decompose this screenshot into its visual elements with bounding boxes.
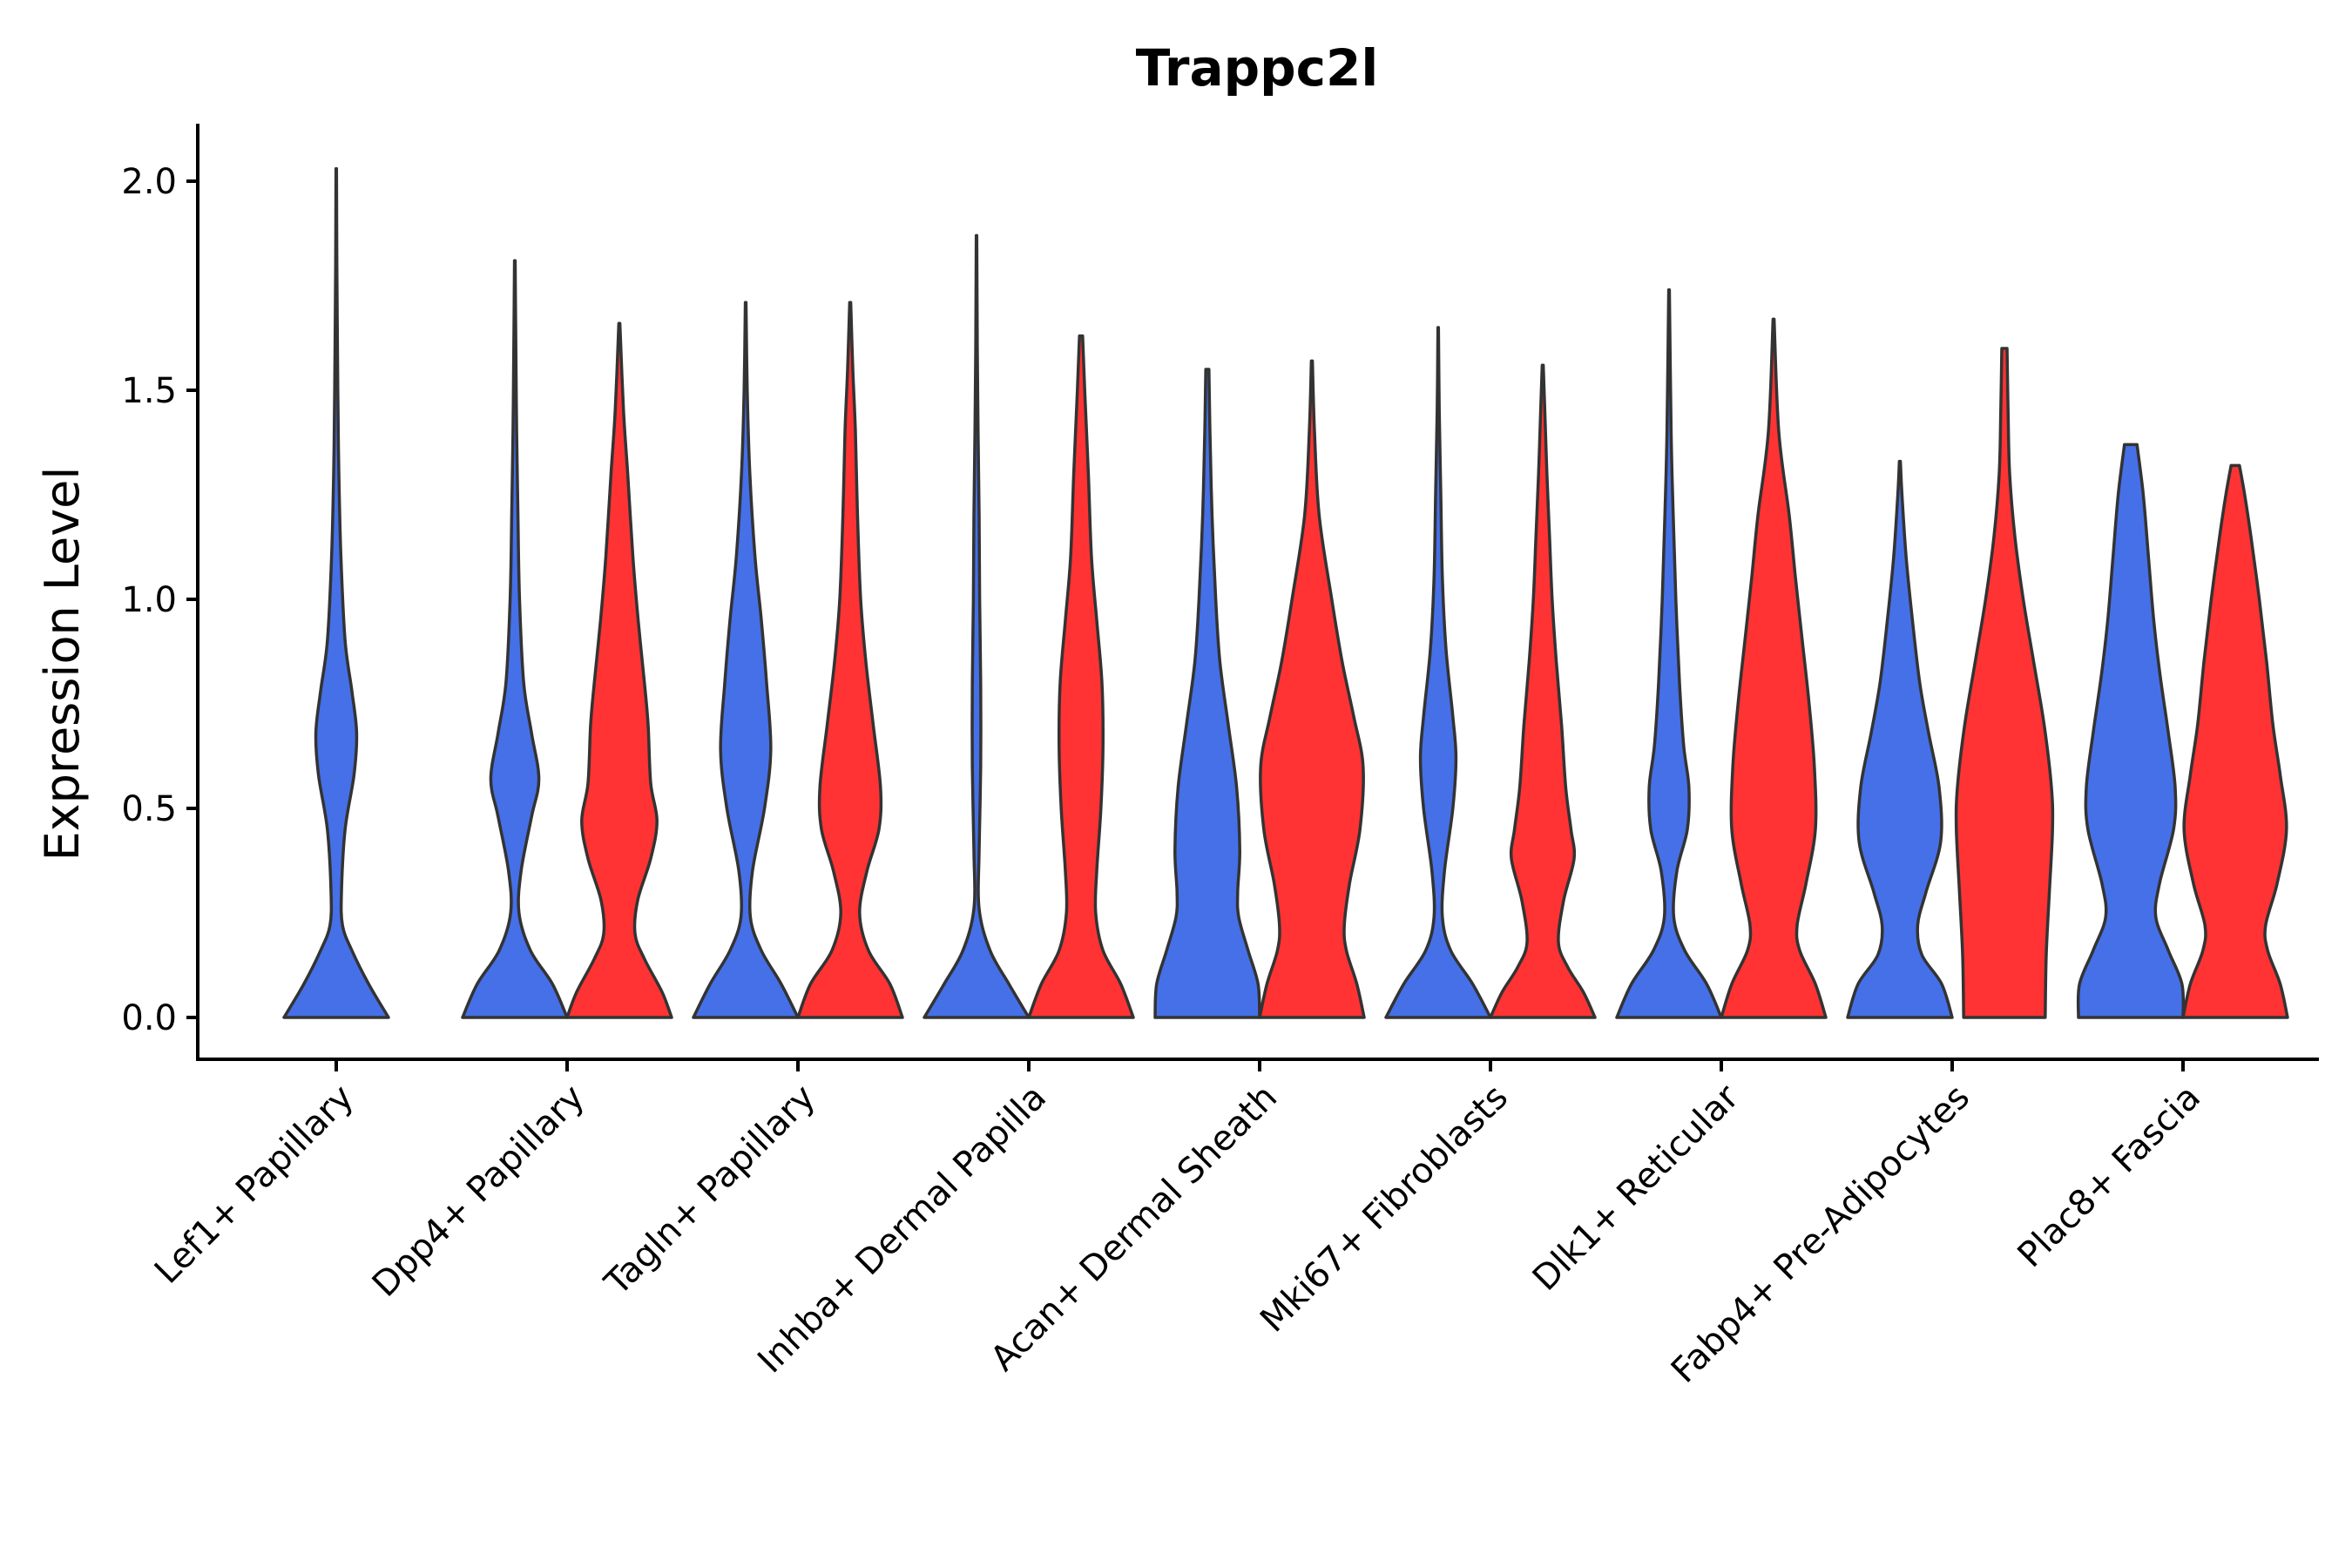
violin-group-2-mki67-fibroblasts [1489,363,1597,1019]
violin-group-2-dlk1-reticular [1720,317,1828,1019]
x-tick-label: Mki67+ Fibroblasts [1253,1078,1516,1341]
violin-group-2-fabp4-pre-adipocytes [1954,347,2055,1019]
y-tick-label: 2.0 [121,162,177,202]
violin-group-1-mki67-fibroblasts [1384,326,1492,1019]
violin-group-1-fabp4-pre-adipocytes [1846,459,1954,1019]
violin-group-2-tagln-papillary [796,301,904,1019]
y-tick-label: 1.5 [121,371,177,411]
violin-group-1-inhba-dermal-papilla [923,233,1031,1019]
violin-group-1-plac8-fascia [2076,443,2186,1019]
x-tick-label: Tagln+ Papillary [597,1078,823,1304]
violin-group [282,166,2289,1019]
violin-group-1-tagln-papillary [692,301,800,1019]
y-axis-ticks: 0.0 0.5 1.0 1.5 2.0 [121,162,198,1038]
violin-group-1-acan-dermal-sheath [1153,368,1261,1019]
y-tick-label: 0.0 [121,998,177,1038]
violin-group-1-dlk1-reticular [1615,288,1723,1019]
y-axis-label: Expression Level [35,467,90,862]
violin-group-2-dpp4-papillary [565,321,673,1019]
violin-group-2-inhba-dermal-papilla [1027,334,1135,1019]
y-tick-label: 1.0 [121,580,177,620]
violin-group-1-lef1-papillary [282,166,390,1019]
y-tick-label: 0.5 [121,789,177,829]
x-axis-ticks: Lef1+ Papillary Dpp4+ Papillary Tagln+ Pap… [147,1059,2208,1391]
violin-group-2-plac8-fascia [2181,463,2289,1019]
x-tick-label: Dpp4+ Papillary [365,1078,592,1305]
x-tick-label: Lef1+ Papillary [147,1078,362,1292]
chart-title: Trappc2l [1136,38,1379,98]
x-tick-label: Plac8+ Fascia [2011,1078,2209,1276]
x-tick-label: Dlk1+ Reticular [1525,1077,1747,1299]
violin-group-2-acan-dermal-sheath [1258,359,1366,1019]
violin-group-1-dpp4-papillary [461,259,569,1019]
